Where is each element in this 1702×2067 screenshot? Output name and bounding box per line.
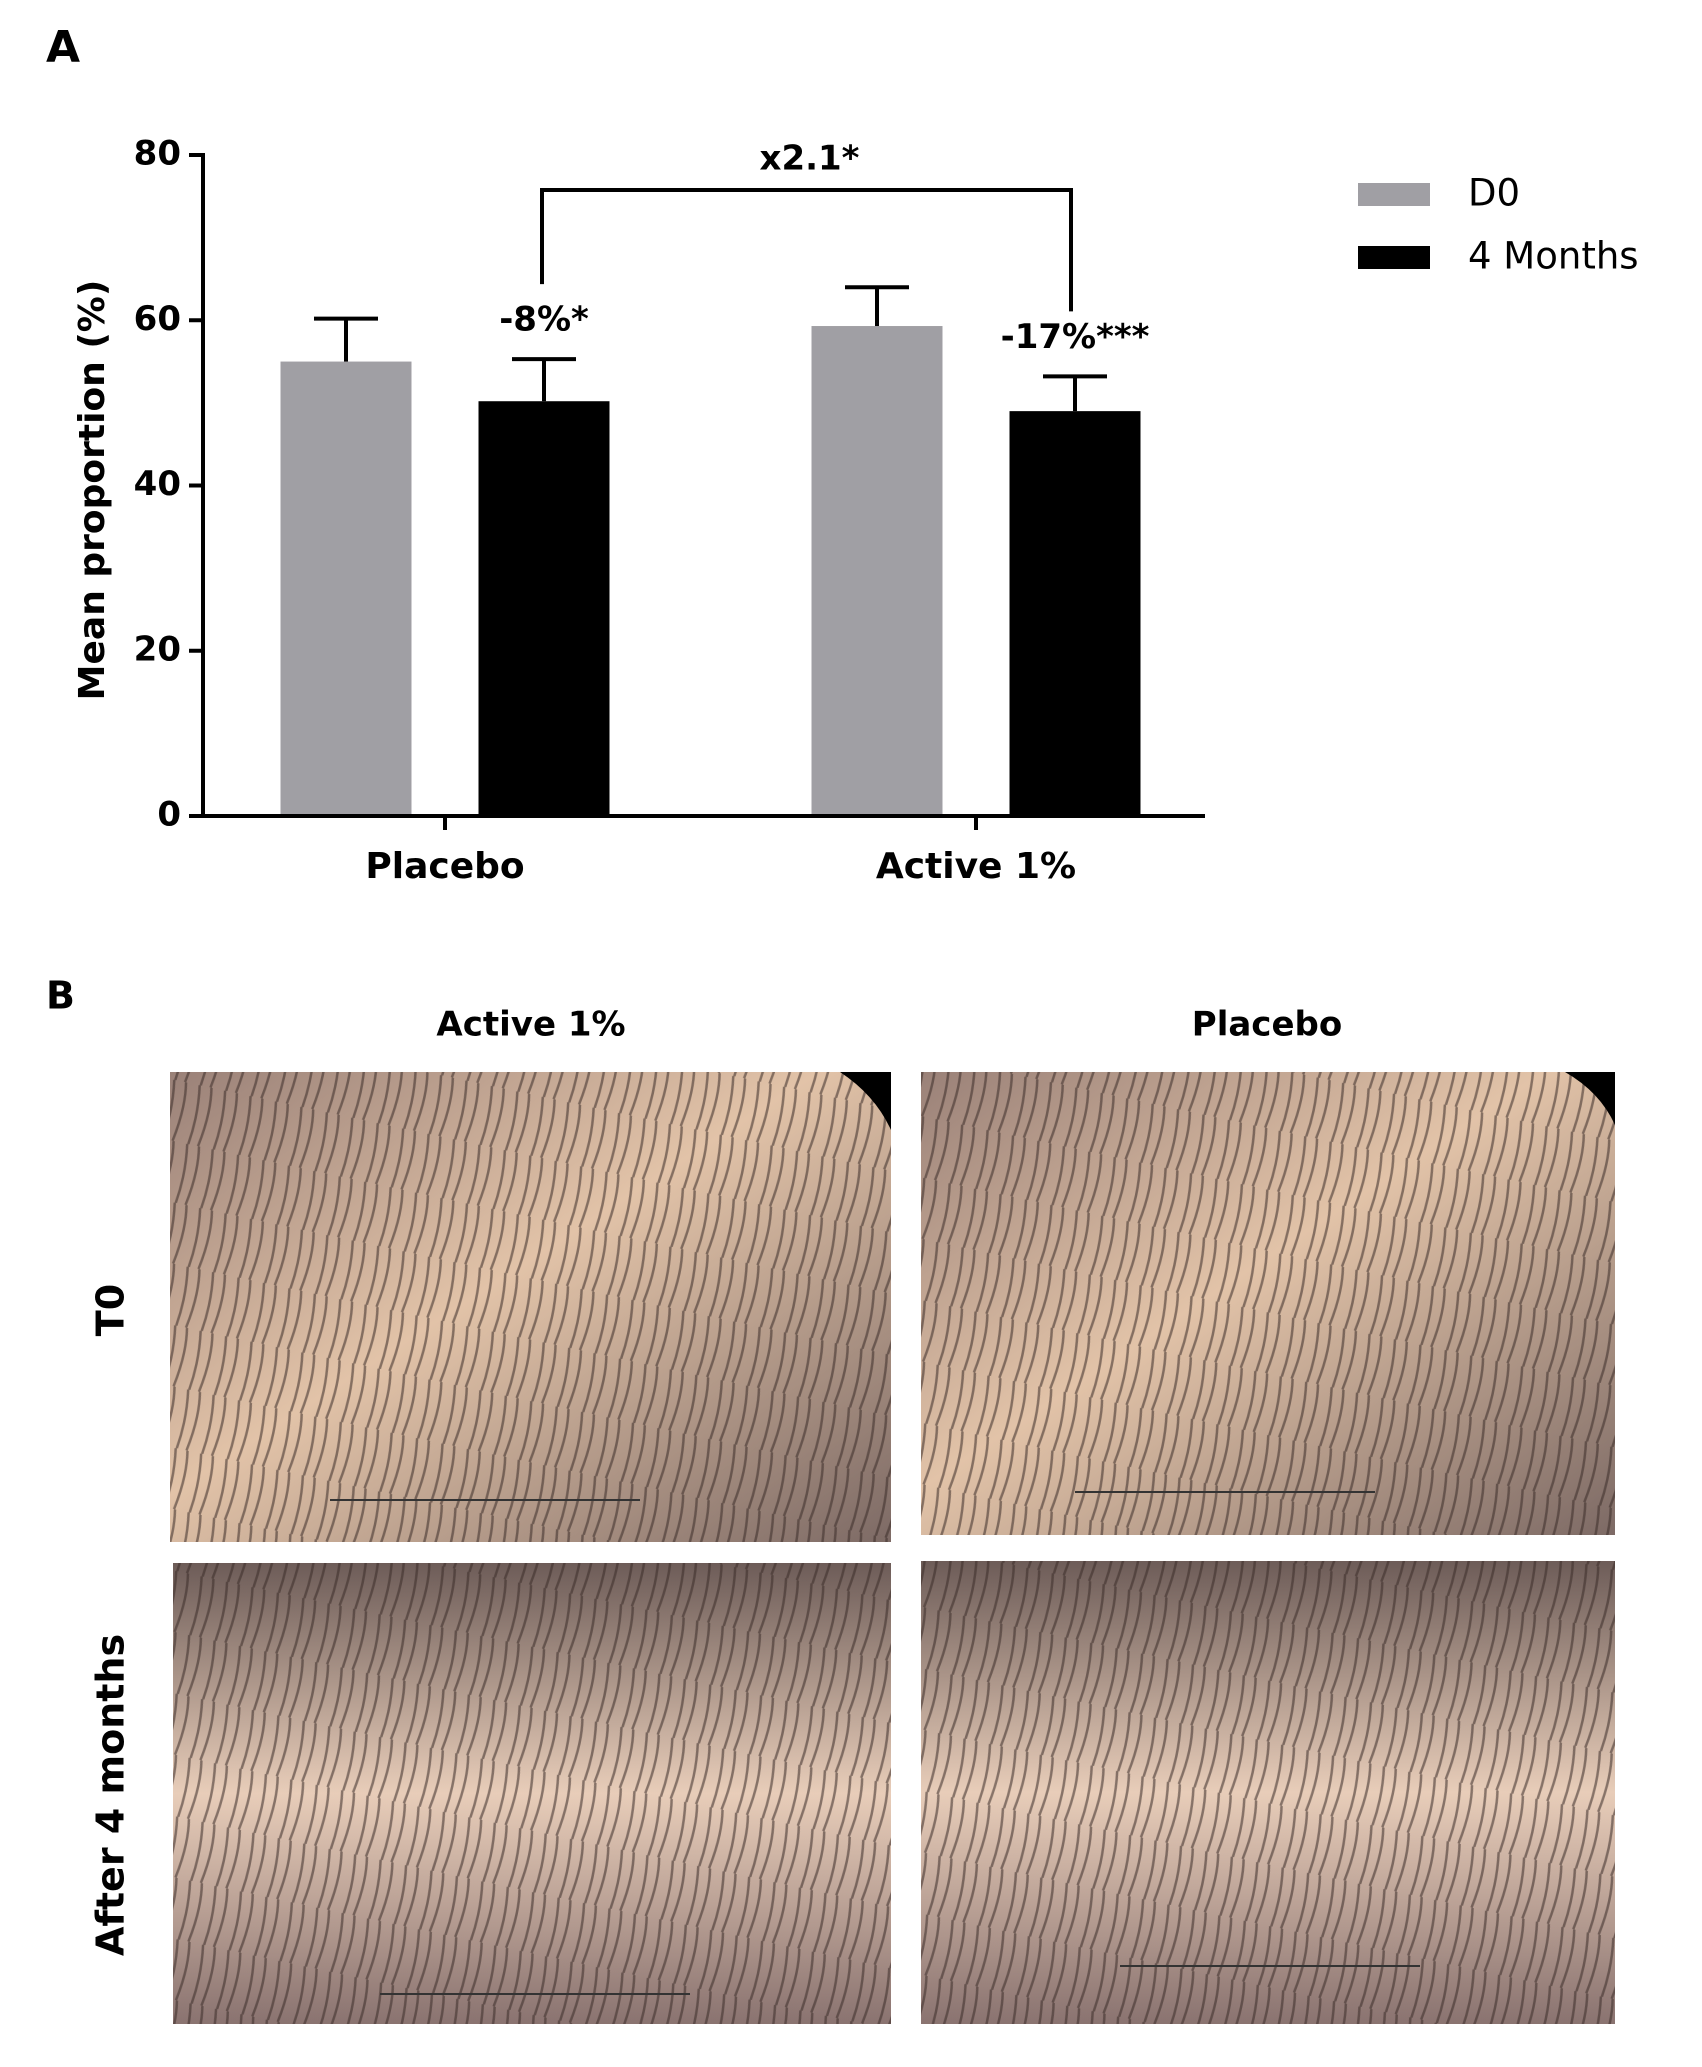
- bar-chart: 0 20 40 60 80 Placebo Active 1% -8%* -17%*** x2.1…: [134, 134, 1639, 888]
- row-title: After 4 months: [89, 1634, 133, 1956]
- y-tick-label: 40: [134, 464, 181, 504]
- y-tick-label: 80: [134, 134, 181, 174]
- y-tick-label: 20: [134, 629, 181, 669]
- legend-swatch: [1358, 183, 1430, 206]
- photo: [921, 1561, 1615, 2024]
- column-title: Active 1%: [436, 1005, 625, 1045]
- x-tick-label: Placebo: [365, 846, 524, 887]
- bar: [478, 401, 610, 816]
- annotation: -8%*: [499, 300, 589, 340]
- photo: [921, 1072, 1615, 1535]
- panel-label: A: [46, 22, 80, 73]
- legend-swatch: [1358, 246, 1430, 269]
- y-tick-label: 0: [157, 795, 181, 835]
- column-title: Placebo: [1192, 1005, 1342, 1045]
- panel-label: B: [46, 974, 75, 1018]
- bracket-label: x2.1*: [760, 139, 860, 179]
- significance-bracket: [540, 188, 1073, 312]
- row-title: T0: [89, 1284, 133, 1336]
- legend-label: 4 Months: [1468, 235, 1639, 278]
- y-tick-label: 60: [134, 299, 181, 339]
- photo: [170, 1072, 891, 1542]
- bar: [1009, 411, 1141, 816]
- bar: [280, 361, 412, 816]
- annotation: -17%***: [1001, 317, 1150, 357]
- photo: [173, 1563, 891, 2024]
- legend-label: D0: [1468, 172, 1520, 215]
- x-tick-label: Active 1%: [876, 846, 1076, 887]
- y-axis-title: Mean proportion (%): [72, 280, 113, 701]
- bar: [811, 326, 943, 816]
